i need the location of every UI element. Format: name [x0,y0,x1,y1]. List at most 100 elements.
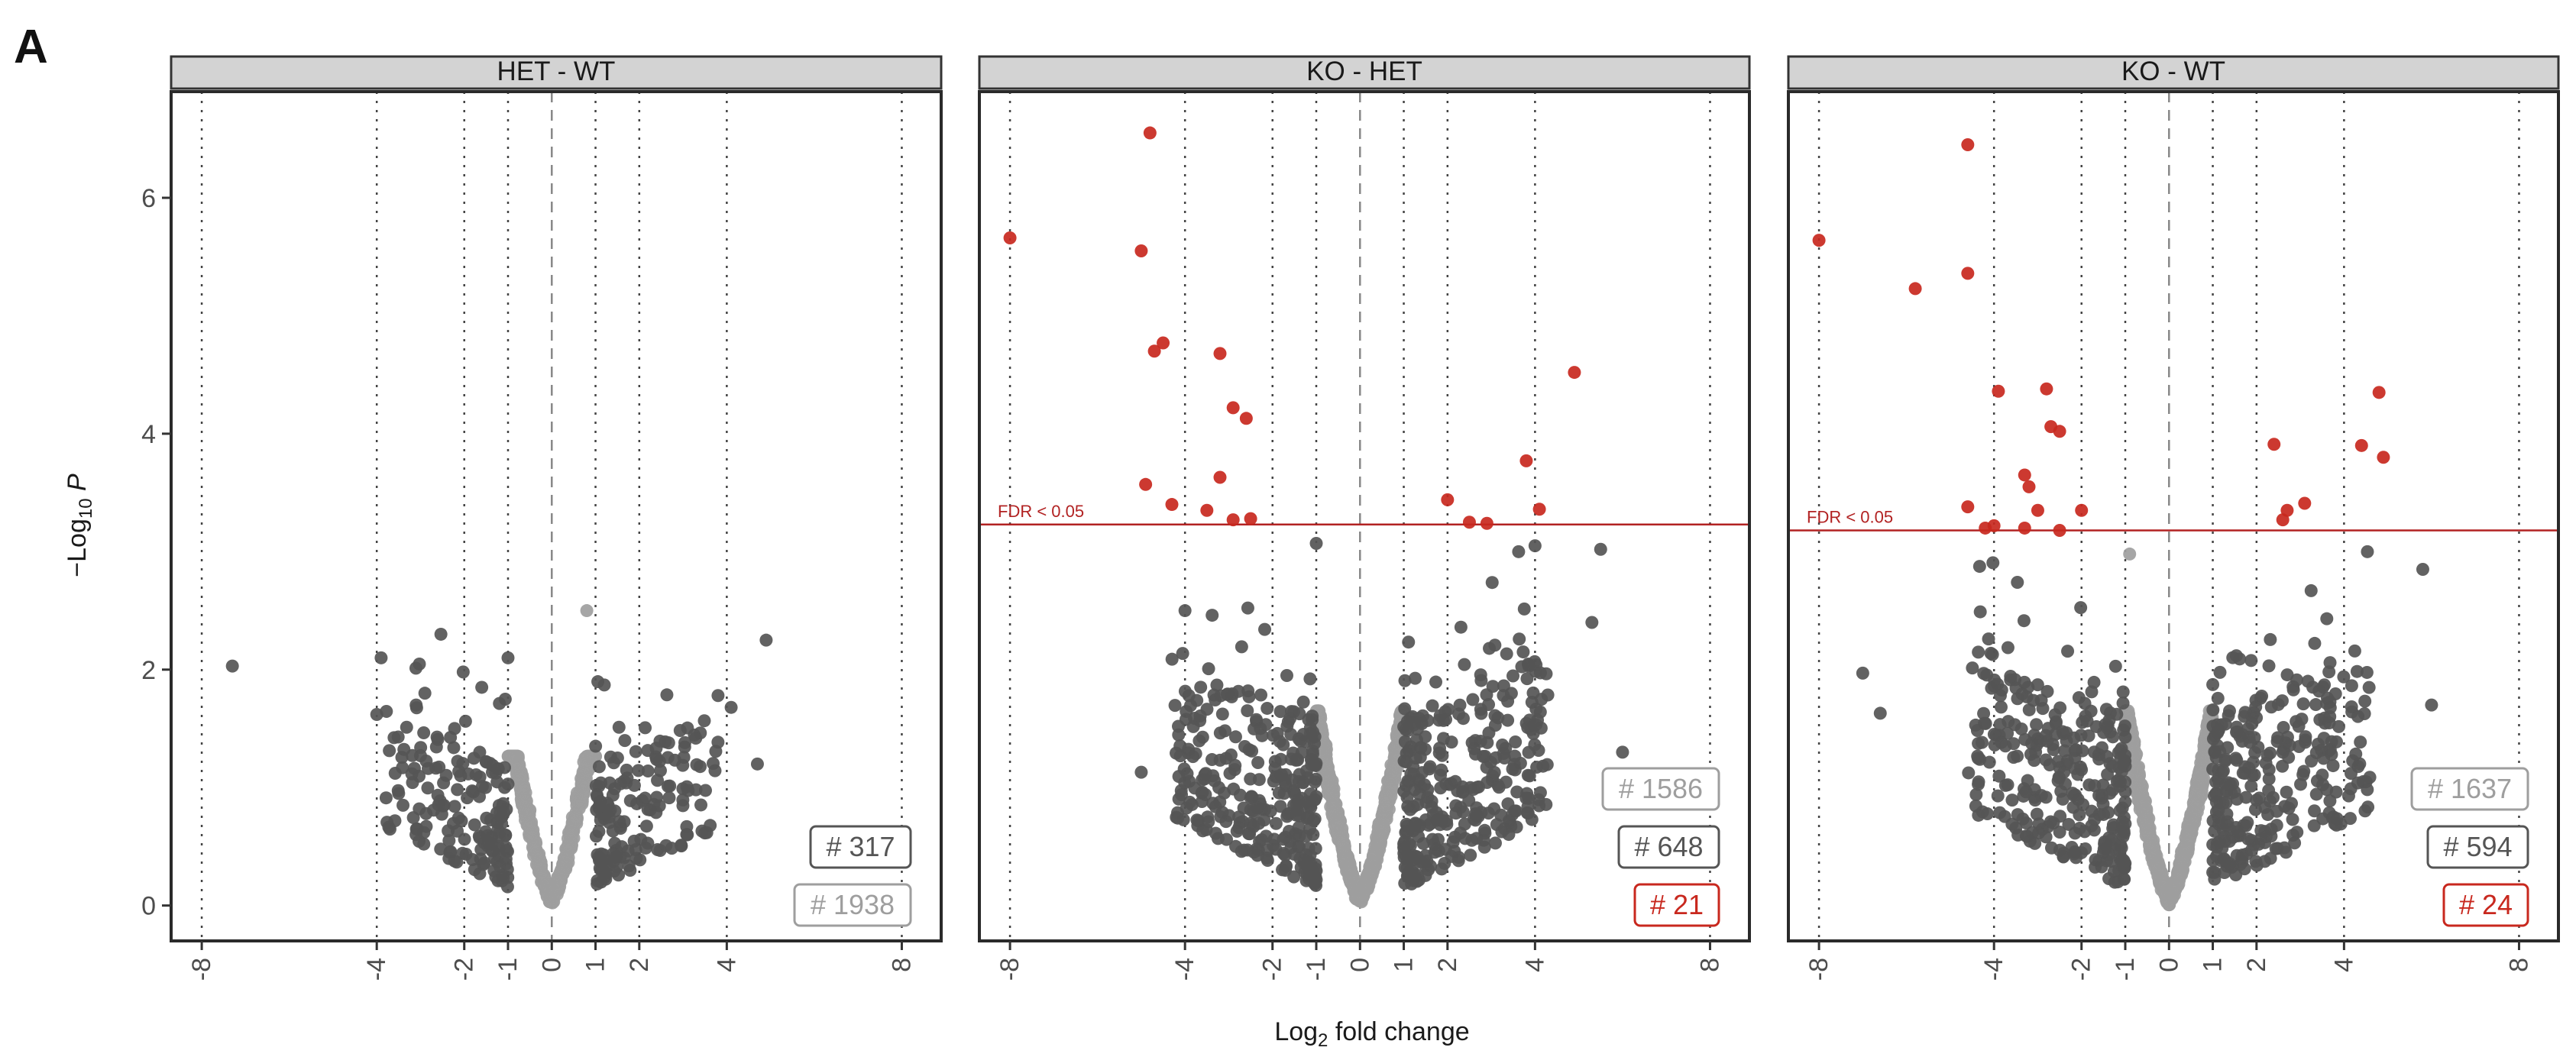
plot-area [1787,90,2560,942]
x-tick-label: -8 [995,958,1024,981]
data-point [2277,720,2290,734]
data-point [2141,818,2154,832]
data-point [496,800,510,813]
data-point [1485,576,1499,590]
data-point [2248,746,2262,760]
x-tick-label: 2 [625,958,654,972]
x-axis-title-prefix: Log [1274,1017,1318,1046]
data-point [2161,885,2175,899]
data-point [1210,678,1224,692]
data-point [2118,861,2131,874]
data-point [2114,744,2128,758]
data-point [1501,694,1515,708]
data-point [2362,680,2376,694]
data-point [575,778,589,792]
data-point [597,678,611,692]
data-point [2117,872,2131,886]
y-axis-title: −Log10 P [63,474,96,577]
data-point [2022,703,2036,716]
data-point [1264,804,1277,818]
data-point [1468,747,1482,761]
data-point [1435,862,1448,876]
y-tick-label: 0 [141,892,156,921]
data-point [2325,811,2339,825]
data-point [1497,679,1510,693]
data-point [1260,854,1274,868]
data-point [1330,815,1344,829]
data-point [1176,647,1189,661]
data-point [594,813,607,827]
data-point [680,828,694,842]
data-point [2354,438,2368,452]
data-point [1287,870,1301,884]
data-point [1966,661,1979,675]
data-point [1856,666,1869,680]
data-point [1341,862,1354,876]
data-point [580,604,594,618]
data-point [2241,816,2254,829]
data-point [2248,768,2261,782]
data-point [1419,730,1432,744]
data-point [1435,748,1449,762]
data-point [2416,563,2429,576]
data-point [2084,704,2098,718]
data-point [659,839,673,852]
data-point [2052,771,2066,784]
count-box [1601,767,1720,811]
data-point [2309,787,2323,801]
data-point [1416,836,1430,850]
data-point [1231,684,1245,698]
data-point [1482,726,1496,740]
count-label: # 648 [1634,831,1703,862]
data-point [2247,755,2260,769]
data-point [2221,741,2235,755]
x-tick-label: 2 [1433,958,1462,972]
data-point [1992,384,2005,398]
data-point [2345,700,2358,714]
data-point [1962,766,1976,780]
plot-data [1790,93,2557,939]
y-tick-label: 2 [141,656,156,685]
data-point [2053,826,2066,839]
data-point [2206,677,2220,691]
data-point [1303,672,1317,686]
x-tick-label: 0 [1345,958,1374,972]
data-point [2071,793,2085,806]
data-point [724,700,738,714]
data-point [1519,454,1533,467]
data-point [2299,730,2312,744]
data-point [392,787,406,800]
x-tick-label: -1 [2111,958,2140,981]
data-point [694,798,708,812]
facet-strip [170,55,943,90]
data-point [1291,753,1305,767]
data-point [1437,732,1451,745]
data-point [2229,752,2243,765]
data-point [2057,850,2070,864]
x-tick-label: -2 [2067,958,2096,981]
data-point [2290,673,2303,687]
data-point [1413,751,1427,764]
data-point [695,824,709,838]
data-point [532,847,546,861]
data-point [1228,730,1242,744]
data-point [2183,813,2196,827]
data-point [2248,731,2261,745]
y-axis-title-sub: 10 [76,498,96,519]
data-point [1474,668,1487,682]
data-point [612,720,626,734]
data-point [1520,672,1534,686]
data-point [2191,774,2205,787]
data-point [2326,759,2340,773]
data-point [1422,762,1436,776]
data-point [662,791,676,805]
data-point [498,693,512,706]
data-point [1452,707,1466,721]
data-point [523,803,536,817]
data-point [1961,138,1975,151]
data-point [1199,787,1212,801]
data-point [620,776,633,790]
data-point [1521,657,1535,671]
data-point [1398,735,1412,748]
data-point [1616,745,1629,759]
